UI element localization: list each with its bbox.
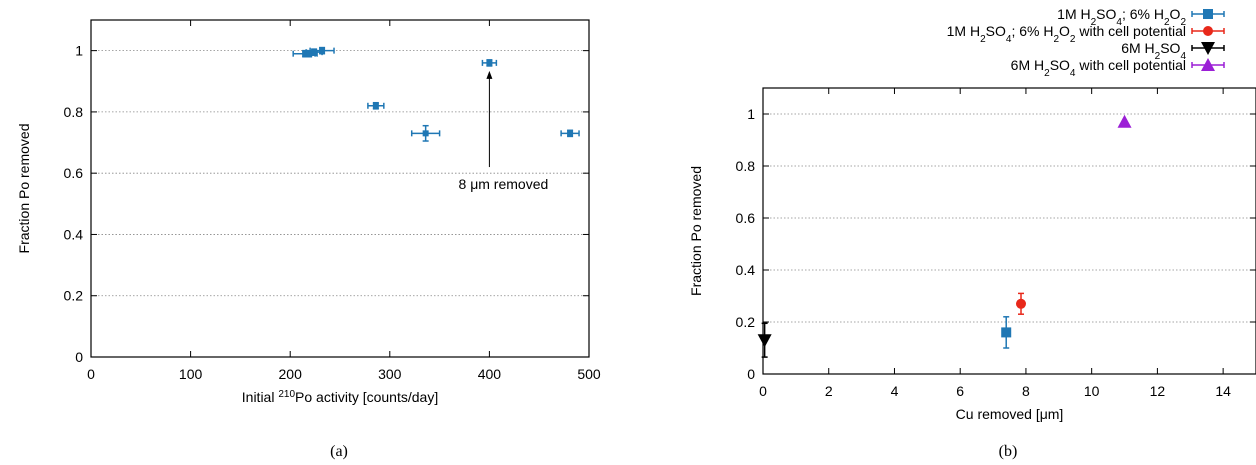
legend-label: 1M H2SO4; 6% H2O2	[1057, 6, 1186, 28]
panel-a-chart: 0 0.2 0.4 0.6 0.8 1 0 100 200 300 400 500 Fraction P…	[16, 19, 601, 406]
y-axis-label: Fraction Po removed	[16, 124, 32, 254]
y-tick-label: 0	[75, 349, 83, 365]
data-point	[372, 102, 379, 109]
legend-label: 6M H2SO4	[1121, 40, 1186, 62]
y-tick-label: 0	[747, 366, 755, 382]
y-tick-label: 0.6	[736, 210, 756, 226]
y-tick-label: 1	[75, 43, 83, 59]
data-point	[306, 50, 313, 57]
y-tick-label: 0.4	[64, 226, 84, 242]
caption-a: (a)	[330, 443, 348, 460]
data-point	[757, 334, 772, 348]
data-point	[1016, 298, 1027, 309]
plot-frame	[762, 87, 1256, 375]
y-tick-label: 0.4	[736, 262, 756, 278]
plot-frame	[90, 19, 590, 358]
x-tick-label: 500	[577, 366, 601, 382]
x-tick-label: 400	[478, 366, 502, 382]
x-tick-label: 200	[279, 366, 303, 382]
data-point	[311, 49, 318, 56]
x-tick-label: 10	[1084, 383, 1100, 399]
y-tick-label: 0.8	[64, 104, 84, 120]
legend-marker	[1201, 58, 1215, 71]
legend-marker	[1201, 42, 1215, 55]
annotation-arrowhead	[486, 70, 493, 79]
y-tick-label: 0.8	[736, 158, 756, 174]
y-axis-label: Fraction Po removed	[688, 166, 704, 296]
data-point	[486, 59, 493, 66]
data-point	[1001, 327, 1012, 338]
x-tick-label: 6	[956, 383, 964, 399]
y-tick-label: 1	[747, 106, 755, 122]
x-tick-label: 4	[891, 383, 899, 399]
annotation-text: 8 μm removed	[459, 176, 549, 192]
y-tick-label: 0.2	[736, 314, 756, 330]
x-tick-label: 12	[1150, 383, 1166, 399]
legend-marker	[1203, 26, 1213, 36]
x-tick-label: 300	[378, 366, 402, 382]
x-axis-label: Cu removed [μm]	[956, 406, 1064, 422]
data-point	[422, 130, 429, 137]
legend-marker	[1203, 9, 1213, 19]
legend-label: 1M H2SO4; 6% H2O2 with cell potential	[947, 23, 1186, 45]
data-point	[567, 130, 574, 137]
x-tick-label: 8	[1022, 383, 1030, 399]
x-tick-label: 0	[759, 383, 767, 399]
y-tick-label: 0.6	[64, 165, 84, 181]
x-tick-label: 100	[179, 366, 203, 382]
data-point	[1117, 114, 1132, 128]
x-tick-label: 2	[825, 383, 833, 399]
y-tick-label: 0.2	[64, 288, 84, 304]
x-tick-label: 14	[1215, 383, 1231, 399]
caption-b: (b)	[999, 443, 1018, 460]
x-tick-label: 0	[87, 366, 95, 382]
data-point	[319, 47, 326, 54]
x-axis-label: Initial 210Po activity [counts/day]	[242, 389, 438, 406]
legend-label: 6M H2SO4 with cell potential	[1011, 57, 1186, 79]
